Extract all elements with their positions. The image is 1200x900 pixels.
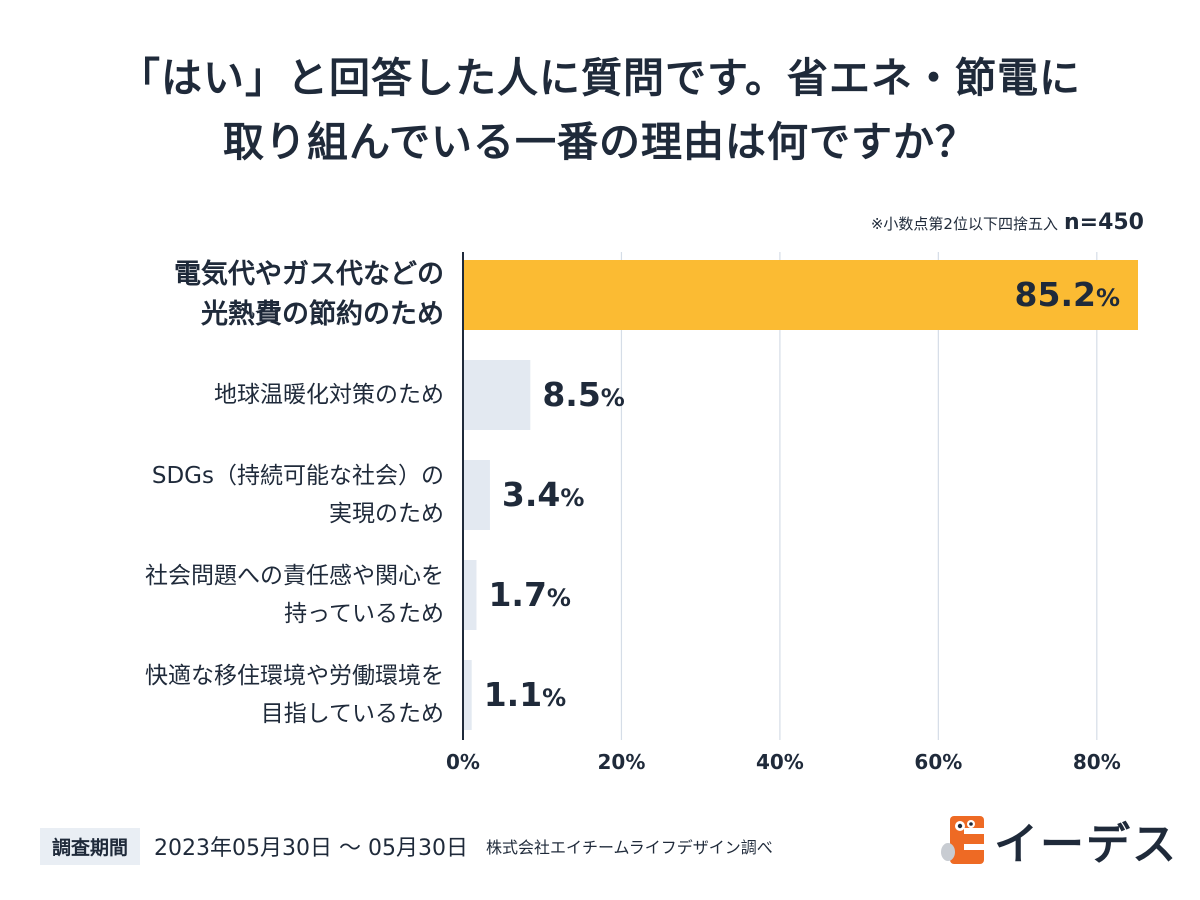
category-label: 社会問題への責任感や関心を 持っているため (145, 563, 444, 627)
category-label: SDGs（持続可能な社会）の 実現のため (151, 463, 444, 527)
value-label: 1.7% (488, 575, 571, 614)
footer: 調査期間 2023年05月30日 ～ 05月30日 株式会社エイチームライフデザ… (40, 827, 773, 865)
sample-note: ※小数点第2位以下四捨五入 n=450 (871, 210, 1144, 235)
logo-text: イーデス (994, 819, 1178, 870)
bar-3 (463, 460, 490, 530)
category-label: 地球温暖化対策のため (214, 382, 444, 408)
title-line-2: 取り組んでいる一番の理由は何ですか？ (223, 118, 977, 166)
category-label: 快適な移住環境や労働環境を 目指しているため (145, 663, 444, 727)
value-label: 8.5% (542, 375, 625, 414)
category-label: 電気代やガス代などの 光熱費の節約のため (174, 259, 444, 330)
bar-2 (463, 360, 531, 430)
value-label: 85.2% (1014, 275, 1120, 314)
title-line-1: 「はい」と回答した人に質問です。省エネ・節電に (119, 54, 1081, 102)
logo: イーデス (940, 812, 1178, 870)
chart-title: 「はい」と回答した人に質問です。省エネ・節電に 取り組んでいる一番の理由は何です… (0, 46, 1200, 174)
bar-1 (463, 260, 1138, 330)
x-tick-label: 60% (914, 750, 963, 774)
sample-size: n=450 (1063, 210, 1144, 235)
bar-5 (463, 660, 472, 730)
value-label: 3.4% (501, 475, 585, 514)
logo-mascot-icon (941, 816, 984, 864)
source-credit: 株式会社エイチームライフデザイン調べ (485, 838, 773, 857)
x-tick-label: 40% (755, 750, 804, 774)
period-label: 調査期間 (40, 827, 141, 865)
x-tick-label: 80% (1072, 750, 1121, 774)
period-value: 2023年05月30日 ～ 05月30日 (154, 836, 468, 861)
x-tick-label: 0% (446, 750, 480, 774)
x-tick-label: 20% (597, 750, 646, 774)
value-label: 1.1% (483, 675, 567, 714)
bar-4 (463, 560, 477, 630)
rounding-note: ※小数点第2位以下四捨五入 (870, 215, 1058, 233)
